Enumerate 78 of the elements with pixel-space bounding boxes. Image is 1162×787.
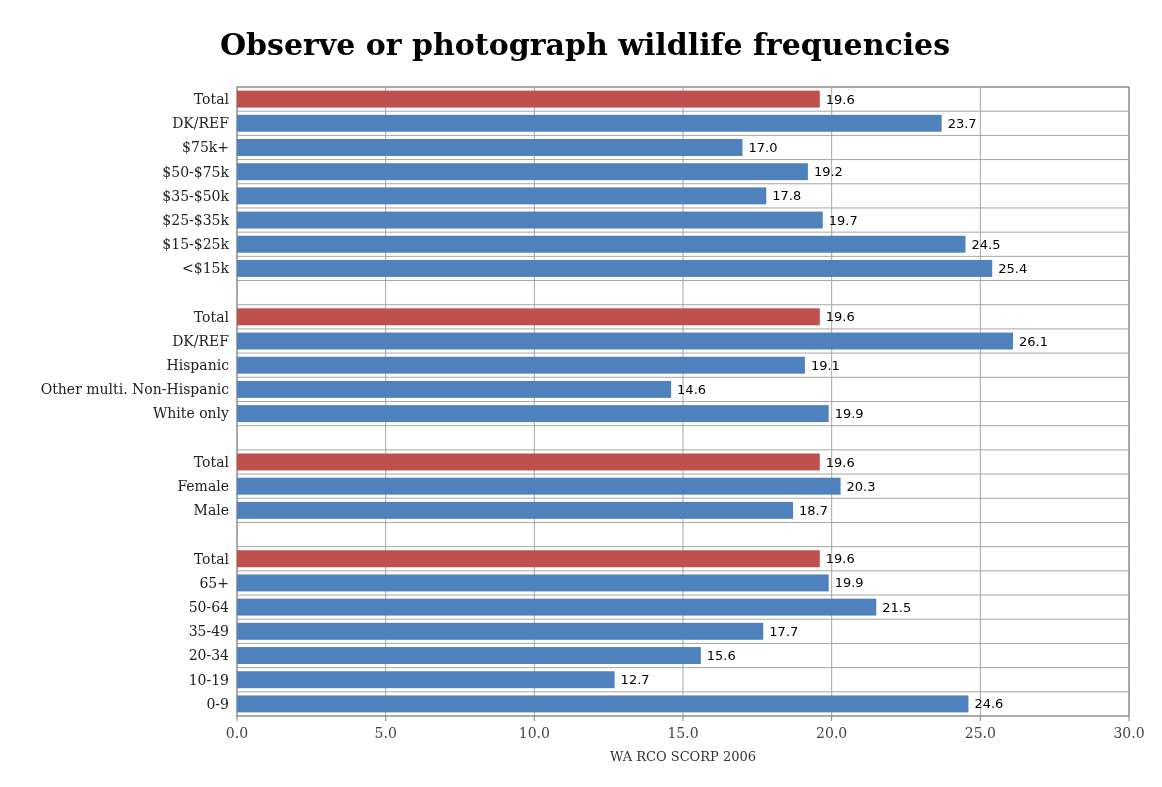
x-tick-label: 20.0 bbox=[816, 725, 848, 741]
bar bbox=[237, 550, 820, 568]
bar bbox=[237, 380, 672, 398]
bar bbox=[237, 163, 808, 181]
data-label: 19.1 bbox=[810, 357, 840, 373]
x-axis-title: WA RCO SCORP 2006 bbox=[609, 749, 757, 764]
bar bbox=[237, 477, 841, 495]
y-tick-label: DK/REF bbox=[172, 115, 230, 132]
data-label: 17.7 bbox=[769, 623, 799, 639]
data-label: 14.6 bbox=[677, 381, 707, 397]
y-tick-label: 10-19 bbox=[188, 671, 229, 688]
y-tick-label: Total bbox=[193, 308, 230, 325]
bar bbox=[237, 647, 701, 664]
bar bbox=[237, 332, 1014, 350]
y-tick-label: $75k+ bbox=[182, 139, 229, 156]
bar bbox=[237, 114, 942, 132]
bar bbox=[237, 405, 829, 423]
bar bbox=[237, 671, 615, 689]
bar bbox=[237, 259, 993, 277]
bar bbox=[237, 308, 820, 326]
data-label: 26.1 bbox=[1019, 333, 1048, 349]
y-tick-label: Other multi. Non-Hispanic bbox=[40, 381, 230, 398]
y-tick-label: Male bbox=[193, 502, 229, 519]
bar bbox=[237, 622, 764, 640]
chart-title: Observe or photograph wildlife frequencies bbox=[219, 27, 951, 62]
bar bbox=[237, 90, 820, 108]
y-tick-label: 35-49 bbox=[188, 623, 229, 640]
data-label: 15.6 bbox=[706, 648, 736, 664]
x-tick-label: 5.0 bbox=[374, 725, 397, 741]
y-tick-label: 0-9 bbox=[206, 695, 229, 712]
bar bbox=[237, 139, 743, 156]
data-label: 23.7 bbox=[947, 115, 977, 131]
data-label: 19.6 bbox=[825, 309, 855, 325]
y-tick-label: DK/REF bbox=[172, 332, 230, 349]
data-label: 19.6 bbox=[825, 551, 855, 567]
bar bbox=[237, 501, 794, 519]
y-tick-label: Total bbox=[193, 453, 230, 470]
bar bbox=[237, 211, 823, 229]
bar bbox=[237, 453, 820, 471]
y-tick-label: $25-$35k bbox=[162, 211, 230, 228]
y-tick-label: White only bbox=[152, 405, 230, 422]
x-tick-label: 25.0 bbox=[964, 725, 996, 741]
data-label: 19.6 bbox=[825, 91, 855, 107]
data-label: 17.0 bbox=[748, 140, 778, 156]
y-tick-label: Total bbox=[193, 91, 230, 107]
data-label: 21.5 bbox=[882, 599, 912, 615]
y-tick-label: Female bbox=[177, 478, 229, 495]
x-tick-label: 15.0 bbox=[667, 725, 699, 741]
bar bbox=[237, 598, 877, 616]
y-tick-label: $15-$25k bbox=[162, 236, 230, 253]
x-tick-label: 10.0 bbox=[518, 725, 550, 741]
data-label: 18.7 bbox=[799, 502, 828, 518]
y-tick-label: 20-34 bbox=[188, 647, 230, 664]
y-tick-label: $35-$50k bbox=[162, 187, 230, 204]
data-label: 19.7 bbox=[828, 212, 858, 228]
data-label: 24.5 bbox=[971, 236, 1001, 252]
bar bbox=[237, 356, 805, 374]
x-tick-label: 0.0 bbox=[225, 725, 249, 741]
bar bbox=[237, 695, 969, 713]
data-label: 20.3 bbox=[846, 478, 876, 494]
data-label: 19.9 bbox=[834, 575, 864, 591]
bar bbox=[237, 187, 767, 205]
data-label: 25.4 bbox=[998, 260, 1028, 276]
bar bbox=[237, 574, 829, 592]
y-tick-label: $50-$75k bbox=[162, 163, 230, 180]
data-label: 17.8 bbox=[772, 188, 802, 204]
data-label: 24.6 bbox=[974, 696, 1004, 712]
bar bbox=[237, 235, 966, 253]
data-label: 19.6 bbox=[825, 454, 855, 470]
data-label: 19.2 bbox=[813, 164, 843, 180]
data-label: 19.9 bbox=[834, 406, 864, 422]
data-label: 12.7 bbox=[620, 672, 650, 688]
x-tick-label: 30.0 bbox=[1113, 725, 1145, 741]
y-tick-label: 65+ bbox=[199, 574, 229, 591]
y-tick-label: 50-64 bbox=[188, 599, 230, 616]
y-tick-label: Total bbox=[193, 550, 230, 567]
y-tick-label: Hispanic bbox=[166, 357, 230, 374]
y-tick-label: <$15k bbox=[182, 260, 230, 277]
